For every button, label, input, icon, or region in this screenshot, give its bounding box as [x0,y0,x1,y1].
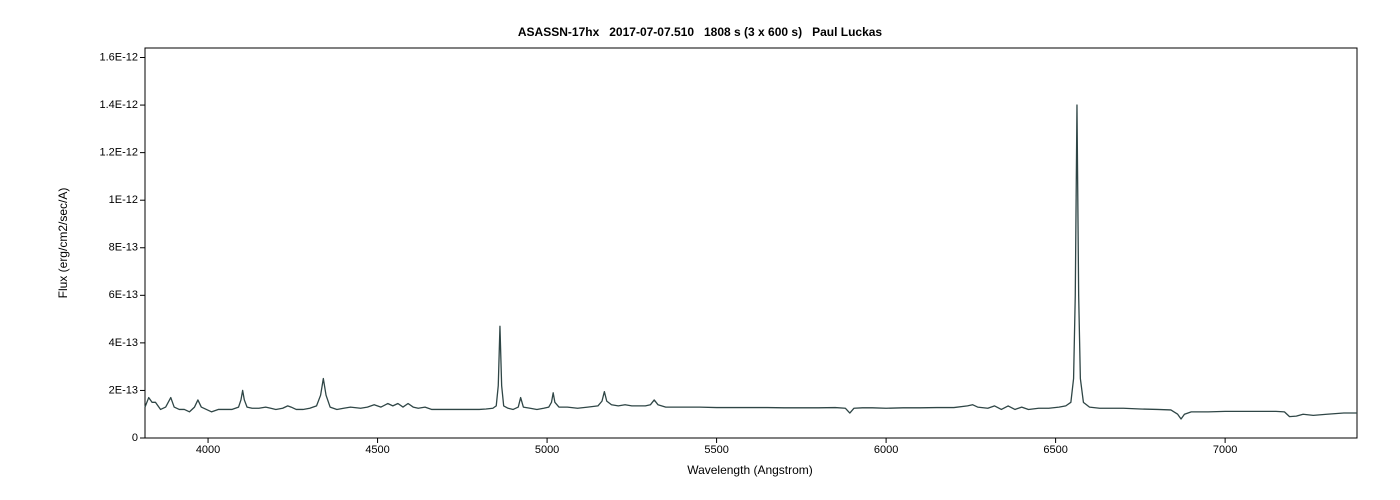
y-tick-label: 6E-13 [109,289,138,301]
y-tick-label: 1E-12 [109,194,138,206]
y-tick-label: 1.6E-12 [99,51,138,63]
x-tick-label: 5000 [535,444,559,456]
y-axis-label: Flux (erg/cm2/sec/A) [56,188,70,299]
x-tick-label: 7000 [1213,444,1237,456]
x-tick-label: 4000 [196,444,220,456]
x-tick-label: 4500 [365,444,389,456]
x-axis-label: Wavelength (Angstrom) [687,463,813,477]
y-tick-label: 1.2E-12 [99,147,138,159]
chart-title: ASASSN-17hx 2017-07-07.510 1808 s (3 x 6… [518,25,883,39]
y-tick-label: 4E-13 [109,337,138,349]
spectrum-line [144,104,1357,420]
y-tick-label: 8E-13 [109,242,138,254]
x-tick-label: 6000 [874,444,898,456]
x-tick-label: 6500 [1043,444,1067,456]
plot-frame [144,47,1358,439]
y-tick-label: 1.4E-12 [99,99,138,111]
y-tick-label: 2E-13 [109,384,138,396]
x-tick-label: 5500 [704,444,728,456]
y-tick-label: 0 [132,432,138,444]
